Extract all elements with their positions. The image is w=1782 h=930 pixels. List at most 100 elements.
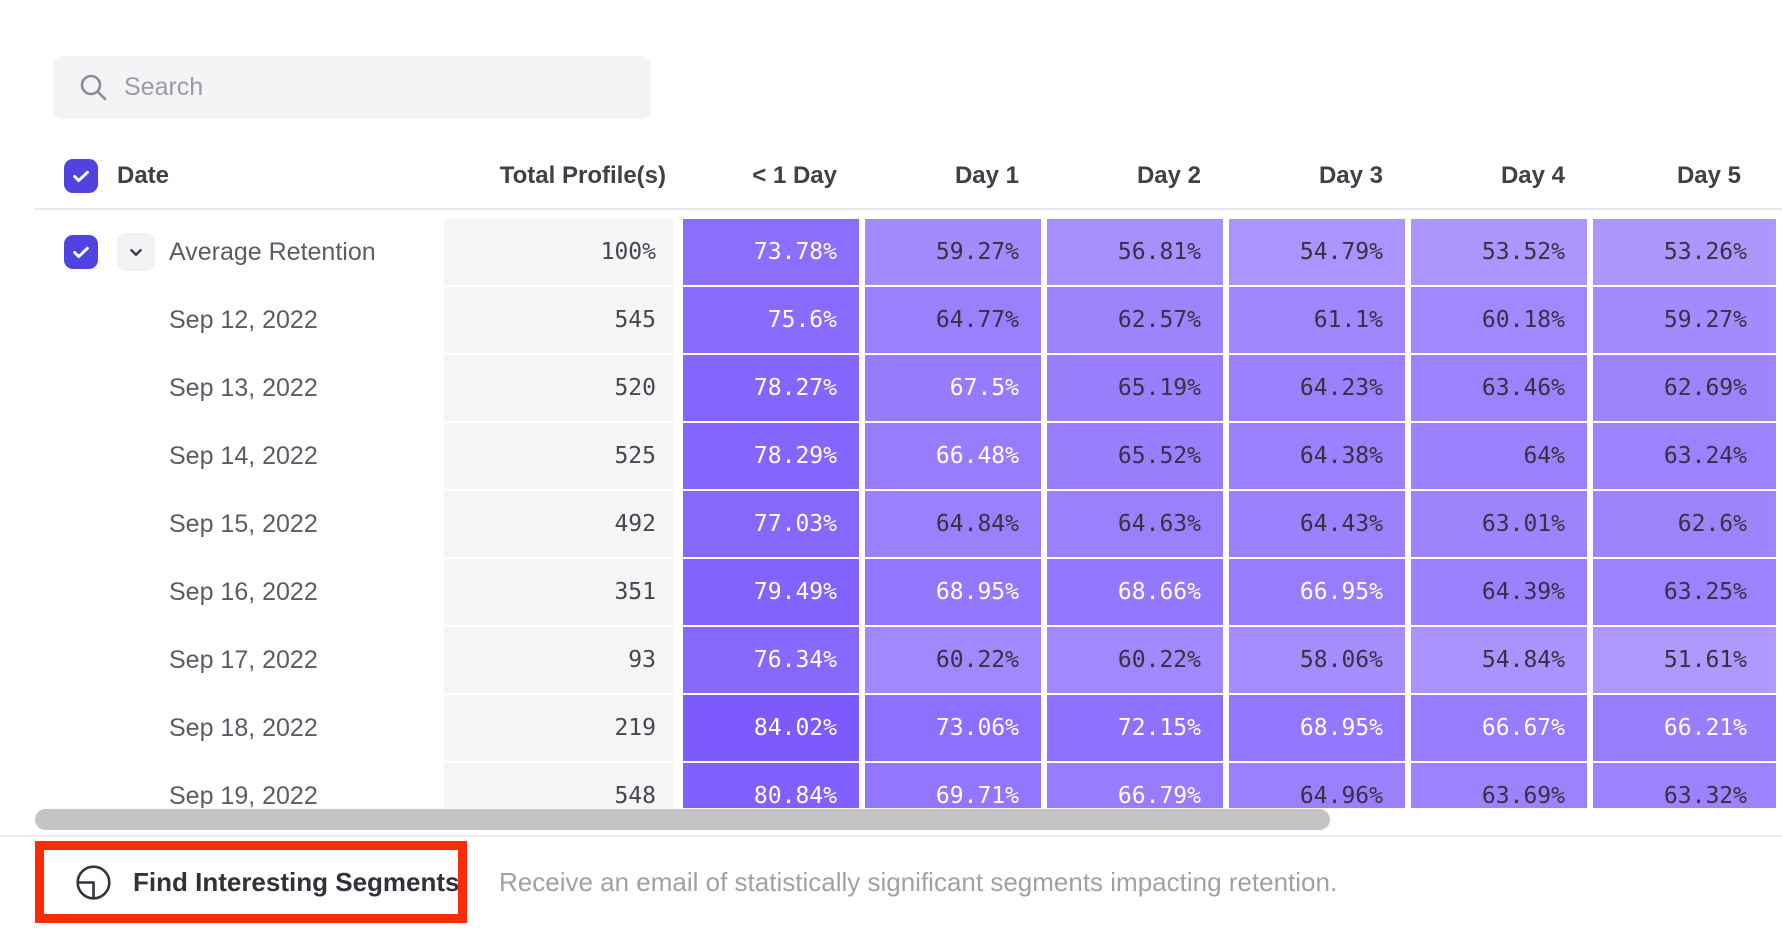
retention-heatmap-cell: 66.95% <box>1229 559 1411 625</box>
retention-value: 76.34% <box>753 647 837 673</box>
retention-value: 78.27% <box>753 375 837 401</box>
row-label: Sep 18, 2022 <box>169 713 318 742</box>
retention-value: 54.79% <box>1299 239 1383 265</box>
retention-value: 64.43% <box>1299 511 1383 537</box>
retention-value: 51.61% <box>1663 647 1747 673</box>
select-all-checkbox[interactable] <box>64 159 98 193</box>
retention-heatmap-cell: 64.96% <box>1229 763 1411 808</box>
expand-collapse-button[interactable] <box>117 233 155 271</box>
annotation-highlight-box: Find Interesting Segments <box>35 841 467 923</box>
retention-heatmap-cell: 63.25% <box>1593 559 1775 625</box>
retention-heatmap-cell: 77.03% <box>683 491 865 557</box>
footer-description: Receive an email of statistically signif… <box>499 866 1338 897</box>
retention-heatmap-cell: 64.84% <box>865 491 1047 557</box>
retention-value: 63.69% <box>1481 783 1565 808</box>
retention-heatmap-cell: 51.61% <box>1593 627 1775 693</box>
cohort-row: Sep 17, 2022 93 76.34% 60.22% 60.22% 58.06% 54… <box>35 627 1782 693</box>
chevron-down-icon <box>130 248 142 256</box>
retention-value: 63.25% <box>1663 579 1747 605</box>
retention-heatmap-cell: 65.52% <box>1047 423 1229 489</box>
retention-heatmap-cell: 61.1% <box>1229 287 1411 353</box>
retention-value: 59.27% <box>935 239 1019 265</box>
retention-value: 56.81% <box>1117 239 1201 265</box>
retention-value: 60.18% <box>1481 307 1565 333</box>
retention-heatmap-cell: 63.01% <box>1411 491 1593 557</box>
search-input[interactable] <box>124 73 604 102</box>
retention-heatmap-cell: 64.63% <box>1047 491 1229 557</box>
retention-value: 66.21% <box>1663 715 1747 741</box>
find-interesting-segments-button[interactable]: Find Interesting Segments <box>75 864 460 901</box>
search-icon <box>80 74 107 100</box>
retention-heatmap-cell: 60.22% <box>865 627 1047 693</box>
next-column-sliver <box>1769 287 1776 353</box>
retention-heatmap-cell: 78.27% <box>683 355 865 421</box>
retention-heatmap-cell: 59.27% <box>1593 287 1775 353</box>
cohort-row: Sep 18, 2022 219 84.02% 73.06% 72.15% 68.95% 6… <box>35 695 1782 761</box>
row-label: Sep 17, 2022 <box>169 645 318 674</box>
row-date-cell: Sep 15, 2022 <box>35 491 444 557</box>
table-header-row: Date Total Profile(s) < 1 Day Day 1 Day 2 D… <box>35 143 1782 209</box>
cohort-row: Sep 16, 2022 351 79.49% 68.95% 68.66% 66.95% 6… <box>35 559 1782 625</box>
retention-value: 63.24% <box>1663 443 1747 469</box>
retention-value: 73.06% <box>935 715 1019 741</box>
retention-heatmap-cell: 66.21% <box>1593 695 1775 761</box>
next-column-sliver <box>1769 559 1776 625</box>
row-label: Sep 14, 2022 <box>169 441 318 470</box>
next-column-sliver <box>1769 627 1776 693</box>
row-label: Sep 12, 2022 <box>169 305 318 334</box>
retention-value: 78.29% <box>753 443 837 469</box>
retention-value: 68.66% <box>1117 579 1201 605</box>
row-date-cell: Sep 18, 2022 <box>35 695 444 761</box>
retention-value: 63.32% <box>1663 783 1747 808</box>
row-checkbox[interactable] <box>64 235 98 269</box>
find-interesting-segments-label: Find Interesting Segments <box>133 866 460 897</box>
retention-heatmap-cell: 63.46% <box>1411 355 1593 421</box>
column-header-total-profiles: Total Profile(s) <box>499 162 666 189</box>
retention-heatmap-cell: 59.27% <box>865 219 1047 285</box>
retention-value: 69.71% <box>935 783 1019 808</box>
retention-value: 80.84% <box>753 783 837 808</box>
retention-value: 53.26% <box>1663 239 1747 265</box>
retention-heatmap-cell: 66.79% <box>1047 763 1229 808</box>
retention-heatmap-cell: 56.81% <box>1047 219 1229 285</box>
horizontal-scrollbar-thumb[interactable] <box>35 809 1330 830</box>
retention-heatmap-cell: 63.69% <box>1411 763 1593 808</box>
total-profiles-value: 525 <box>614 443 656 469</box>
next-column-sliver <box>1769 219 1776 285</box>
retention-value: 64.23% <box>1299 375 1383 401</box>
row-date-cell: Average Retention <box>35 219 444 285</box>
retention-value: 68.95% <box>935 579 1019 605</box>
retention-value: 65.52% <box>1117 443 1201 469</box>
cohort-row: Sep 15, 2022 492 77.03% 64.84% 64.63% 64.43% 6… <box>35 491 1782 557</box>
retention-heatmap-cell: 62.69% <box>1593 355 1775 421</box>
retention-heatmap-cell: 64% <box>1411 423 1593 489</box>
average-retention-row: Average Retention 100% 73.78% 59.27% 56.81% 5… <box>35 219 1782 285</box>
retention-heatmap-cell: 63.32% <box>1593 763 1775 808</box>
retention-value: 60.22% <box>1117 647 1201 673</box>
retention-value: 66.67% <box>1481 715 1565 741</box>
check-icon <box>73 170 89 183</box>
retention-value: 64.77% <box>935 307 1019 333</box>
row-date-cell: Sep 19, 2022 <box>35 763 444 808</box>
retention-heatmap-cell: 63.24% <box>1593 423 1775 489</box>
retention-value: 64.63% <box>1117 511 1201 537</box>
retention-value: 59.27% <box>1663 307 1747 333</box>
total-profiles-cell: 351 <box>444 559 683 625</box>
retention-value: 54.84% <box>1481 647 1565 673</box>
cohort-row: Sep 14, 2022 525 78.29% 66.48% 65.52% 64.38% 6… <box>35 423 1782 489</box>
row-label: Average Retention <box>169 237 376 266</box>
retention-heatmap-cell: 54.84% <box>1411 627 1593 693</box>
total-profiles-value: 351 <box>614 579 656 605</box>
retention-value: 58.06% <box>1299 647 1383 673</box>
retention-heatmap-cell: 67.5% <box>865 355 1047 421</box>
retention-heatmap-cell: 68.66% <box>1047 559 1229 625</box>
next-column-sliver <box>1769 763 1776 808</box>
row-label: Sep 16, 2022 <box>169 577 318 606</box>
retention-heatmap-cell: 58.06% <box>1229 627 1411 693</box>
header-divider <box>35 208 1782 210</box>
retention-heatmap-cell: 54.79% <box>1229 219 1411 285</box>
retention-heatmap-cell: 84.02% <box>683 695 865 761</box>
retention-heatmap-cell: 60.22% <box>1047 627 1229 693</box>
total-profiles-cell: 525 <box>444 423 683 489</box>
retention-heatmap-cell: 76.34% <box>683 627 865 693</box>
